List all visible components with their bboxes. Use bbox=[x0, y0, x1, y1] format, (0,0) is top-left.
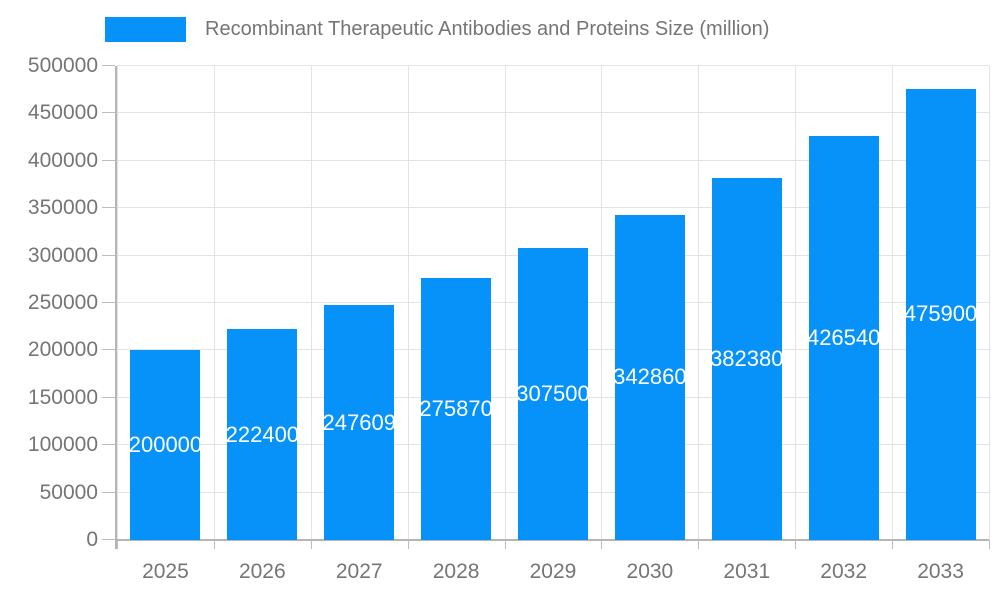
gridline-horizontal bbox=[117, 112, 989, 114]
y-tick-label: 0 bbox=[86, 528, 98, 551]
y-tick-label: 250000 bbox=[27, 291, 98, 314]
legend-label: Recombinant Therapeutic Antibodies and P… bbox=[205, 18, 770, 40]
bar: 342860 bbox=[614, 214, 685, 540]
y-tick-label: 300000 bbox=[27, 243, 98, 267]
x-axis-tick bbox=[213, 540, 215, 549]
bar: 275870 bbox=[421, 278, 492, 540]
gridline-vertical bbox=[892, 66, 894, 540]
gridline-vertical bbox=[310, 66, 312, 540]
y-tick-label: 350000 bbox=[27, 196, 98, 220]
bar: 382380 bbox=[711, 177, 782, 540]
bar: 222400 bbox=[227, 329, 298, 540]
y-axis-tick bbox=[102, 539, 115, 540]
x-axis-tick bbox=[504, 540, 506, 549]
gridline-vertical bbox=[504, 66, 506, 540]
y-axis-tick bbox=[102, 207, 115, 209]
bar-value-label: 247609 bbox=[324, 409, 395, 435]
gridline-vertical bbox=[698, 66, 700, 540]
y-tick-label: 500000 bbox=[27, 54, 98, 77]
gridline-horizontal bbox=[117, 65, 989, 66]
x-axis-tick bbox=[117, 540, 118, 549]
x-axis-tick bbox=[795, 540, 797, 549]
chart-legend[interactable]: Recombinant Therapeutic Antibodies and P… bbox=[105, 17, 769, 42]
y-axis-tick bbox=[102, 444, 115, 446]
x-axis-tick bbox=[698, 540, 700, 549]
gridline-vertical bbox=[601, 66, 603, 540]
bar-value-label: 222400 bbox=[227, 421, 298, 447]
x-tick-label: 2030 bbox=[626, 560, 674, 583]
x-axis-tick bbox=[601, 540, 603, 549]
y-tick-label: 450000 bbox=[27, 101, 98, 125]
gridline-vertical bbox=[989, 66, 990, 540]
bar-value-label: 475900 bbox=[905, 301, 976, 327]
y-tick-label: 200000 bbox=[27, 338, 98, 362]
x-tick-label: 2028 bbox=[432, 560, 480, 583]
x-tick-label: 2027 bbox=[335, 560, 383, 583]
x-tick-label: 2032 bbox=[820, 560, 868, 583]
y-axis-tick bbox=[102, 349, 115, 351]
gridline-vertical bbox=[795, 66, 797, 540]
x-tick-label: 2025 bbox=[142, 560, 189, 583]
bar-value-label: 200000 bbox=[130, 432, 201, 458]
bar-value-label: 307500 bbox=[518, 381, 588, 407]
bar: 307500 bbox=[518, 248, 588, 540]
x-axis-tick bbox=[310, 540, 312, 549]
x-tick-label: 2031 bbox=[723, 560, 771, 583]
gridline-vertical bbox=[213, 66, 215, 540]
x-tick-label: 2033 bbox=[917, 560, 964, 583]
gridline-horizontal bbox=[117, 159, 989, 161]
y-axis-tick bbox=[102, 112, 115, 114]
bar-value-label: 275870 bbox=[421, 396, 492, 422]
x-axis-line bbox=[115, 539, 989, 541]
y-axis-tick bbox=[102, 396, 115, 398]
bar-value-label: 342860 bbox=[614, 364, 685, 390]
legend-swatch bbox=[105, 17, 186, 42]
x-axis-tick bbox=[407, 540, 409, 549]
x-tick-label: 2026 bbox=[238, 560, 286, 583]
gridline-vertical bbox=[117, 66, 118, 540]
gridline-vertical bbox=[407, 66, 409, 540]
bar: 200000 bbox=[130, 350, 201, 540]
x-axis-tick bbox=[989, 540, 990, 549]
y-tick-label: 400000 bbox=[27, 148, 98, 172]
bar-value-label: 382380 bbox=[711, 345, 782, 371]
y-axis-tick bbox=[102, 491, 115, 493]
bar: 475900 bbox=[905, 88, 976, 540]
bar: 247609 bbox=[324, 305, 395, 540]
y-axis-tick bbox=[102, 254, 115, 256]
x-tick-label: 2029 bbox=[529, 560, 577, 583]
bar: 426540 bbox=[808, 135, 879, 540]
y-axis-tick bbox=[102, 302, 115, 303]
y-axis-tick bbox=[102, 65, 115, 66]
y-tick-label: 150000 bbox=[27, 385, 98, 409]
y-tick-label: 50000 bbox=[39, 480, 98, 504]
gridline-horizontal bbox=[117, 207, 989, 209]
y-axis-tick bbox=[102, 159, 115, 161]
bar-value-label: 426540 bbox=[808, 324, 879, 350]
x-axis-tick bbox=[892, 540, 894, 549]
y-axis-line bbox=[115, 66, 117, 549]
y-tick-label: 100000 bbox=[27, 433, 98, 457]
